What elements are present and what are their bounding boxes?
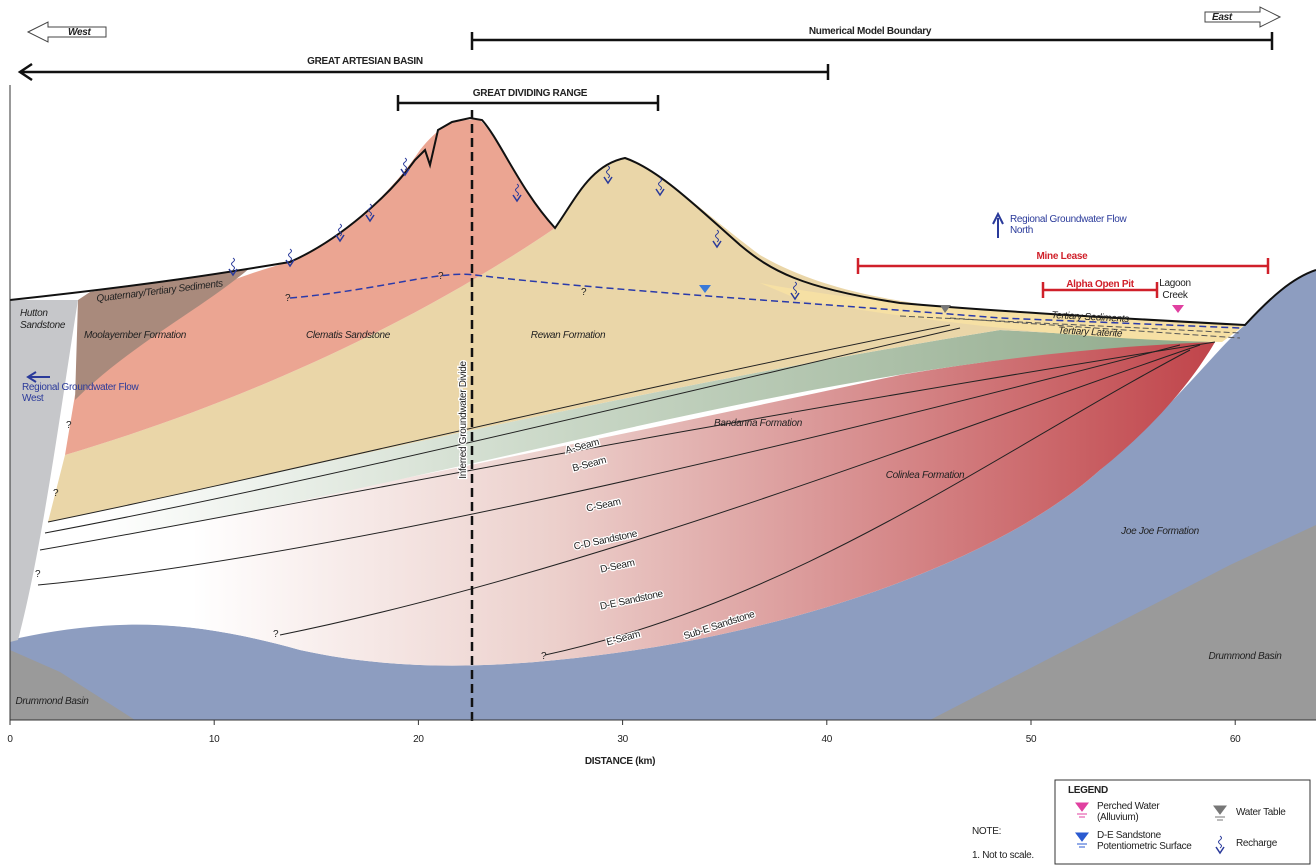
water-symbol: [940, 305, 951, 313]
mine-lease-bar: [856, 258, 1270, 274]
uncertain-mark: ?: [53, 488, 59, 499]
formation-label: Bandanna Formation: [714, 418, 803, 429]
west-arrow: [26, 21, 107, 43]
uncertain-mark: ?: [541, 651, 547, 662]
formation-label: Colinlea Formation: [886, 470, 965, 481]
artesian-basin-bar: [17, 62, 830, 82]
legend-box: [1054, 779, 1311, 865]
note-title: NOTE:: [972, 826, 1001, 837]
x-tick-label: 30: [617, 734, 628, 745]
x-tick-label: 40: [822, 734, 833, 745]
x-tick-label: 50: [1026, 734, 1037, 745]
uncertain-mark: ?: [273, 629, 279, 640]
seam-line: [279, 344, 1201, 636]
rewan-layer: [48, 158, 1230, 522]
formation-label: Rewan Formation: [531, 330, 606, 341]
x-tick-label: 0: [7, 734, 13, 745]
terrain-line: [9, 116, 1316, 327]
flow-arrow: [26, 371, 50, 383]
legend-item: Recharge: [1236, 838, 1278, 849]
formation-label: Drummond Basin: [1208, 651, 1282, 662]
extent-label: Mine Lease: [1037, 251, 1089, 262]
formation-label: Clematis Sandstone: [306, 330, 391, 341]
uncertain-mark: ?: [35, 569, 41, 580]
clematis-layer: [65, 119, 555, 455]
model-boundary-bar: [470, 32, 1274, 50]
seam-line: [37, 344, 1181, 586]
seam-line: [39, 341, 1216, 551]
extent-label: GREAT DIVIDING RANGE: [473, 88, 588, 99]
creek-label: Lagoon Creek: [1159, 278, 1191, 301]
colinlea-layer: [12, 342, 1215, 666]
legend-symbol: [1075, 832, 1089, 848]
divide-label: Inferred Groundwater Divide: [458, 361, 469, 479]
seam-line: [47, 324, 951, 523]
flow-label: Regional Groundwater Flow West: [22, 382, 140, 404]
uncertain-mark: ?: [66, 420, 72, 431]
extent-label: Alpha Open Pit: [1066, 279, 1134, 290]
legend-symbol: [1213, 805, 1227, 821]
potentiometric-line: [289, 273, 1241, 329]
x-tick-label: 60: [1230, 734, 1241, 745]
formation-label: Drummond Basin: [15, 696, 89, 707]
water-symbol: [699, 285, 711, 293]
extent-bars: [17, 32, 1274, 298]
uncertain-mark: ?: [438, 271, 444, 282]
legend-item: D-E Sandstone Potentiometric Surface: [1097, 830, 1192, 852]
legend-symbol: [1075, 802, 1089, 818]
formation-label: Tertiary Sediments: [1051, 310, 1129, 325]
x-tick-label: 10: [209, 734, 220, 745]
drummond-west: [10, 650, 135, 720]
flow-arrow: [992, 211, 1004, 238]
x-tick-label: 20: [413, 734, 424, 745]
legend-item: Perched Water (Alluvium): [1097, 801, 1160, 823]
joe-joe-layer: [10, 270, 1316, 720]
dividing-range-bar: [396, 95, 660, 111]
water-table-line: [899, 315, 1241, 339]
extent-label: GREAT ARTESIAN BASIN: [307, 56, 423, 67]
legend-item: Water Table: [1236, 807, 1286, 818]
formation-label: Moolayember Formation: [84, 330, 187, 341]
formation-label: Hutton Sandstone: [20, 308, 66, 331]
formation-label: Tertiary Laterite: [1058, 325, 1123, 339]
extent-label: Numerical Model Boundary: [809, 26, 932, 37]
open-pit-bar: [1041, 282, 1159, 298]
west-label: West: [68, 27, 91, 38]
east-arrow: [1204, 6, 1282, 28]
uncertain-mark: ?: [581, 287, 587, 298]
seam-line: [44, 327, 961, 534]
axis-title: DISTANCE (km): [585, 756, 655, 767]
moolayember-layer: [75, 268, 250, 400]
legend-title: LEGEND: [1068, 785, 1108, 796]
drummond-east: [930, 525, 1316, 720]
flow-label: Regional Groundwater Flow North: [1010, 214, 1128, 236]
note-item: 1. Not to scale.: [972, 850, 1034, 861]
east-label: East: [1212, 12, 1233, 23]
uncertain-mark: ?: [285, 293, 291, 304]
hutton-layer: [10, 300, 78, 642]
bandanna-layer: [40, 330, 1215, 550]
seam-line: [544, 349, 1191, 656]
seam-lines: [37, 324, 1216, 656]
tertiary-layer: [760, 283, 1245, 342]
water-symbol: [1172, 305, 1184, 313]
formation-label: Joe Joe Formation: [1120, 526, 1199, 537]
